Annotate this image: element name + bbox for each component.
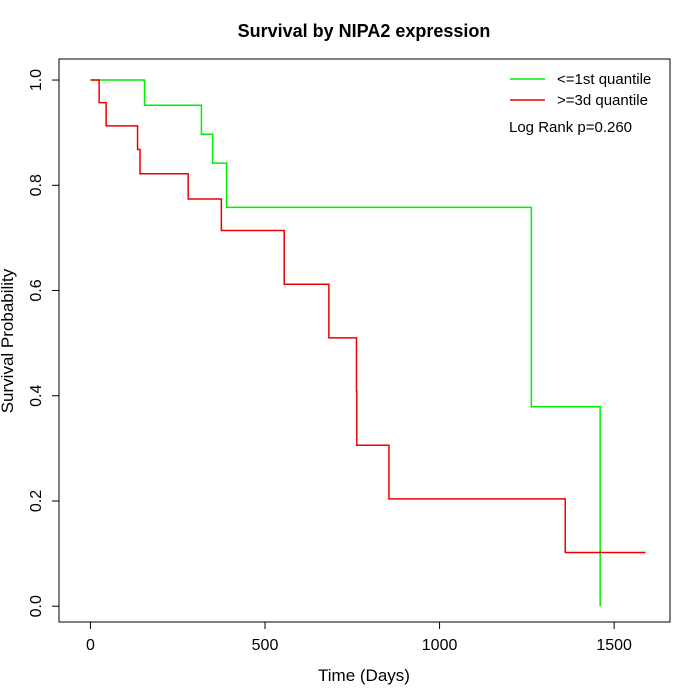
y-tick-label: 0.0: [28, 595, 45, 617]
x-tick-label: 1500: [596, 637, 632, 654]
y-axis: 0.0 0.2 0.4 0.6 0.8 1.0: [28, 69, 60, 617]
y-tick-label: 0.8: [28, 174, 45, 196]
legend-label-low: <=1st quantile: [557, 71, 651, 88]
legend-label-high: >=3d quantile: [557, 92, 648, 109]
series-high-curve: [90, 79, 646, 554]
y-axis-label: Survival Probability: [0, 268, 17, 413]
x-axis-label: Time (Days): [318, 666, 410, 685]
log-rank-annotation: Log Rank p=0.260: [509, 119, 632, 136]
legend: <=1st quantile >=3d quantile: [510, 71, 651, 109]
y-tick-label: 1.0: [28, 69, 45, 91]
y-tick-label: 0.6: [28, 279, 45, 301]
series-low-curve: [90, 79, 601, 607]
series-layer: [90, 79, 646, 607]
y-tick-label: 0.2: [28, 490, 45, 512]
y-tick-label: 0.4: [28, 385, 45, 407]
x-tick-label: 1000: [422, 637, 458, 654]
x-tick-label: 0: [86, 637, 95, 654]
chart-title: Survival by NIPA2 expression: [238, 21, 491, 41]
x-tick-label: 500: [252, 637, 279, 654]
x-axis: 0 500 1000 1500: [86, 621, 632, 654]
